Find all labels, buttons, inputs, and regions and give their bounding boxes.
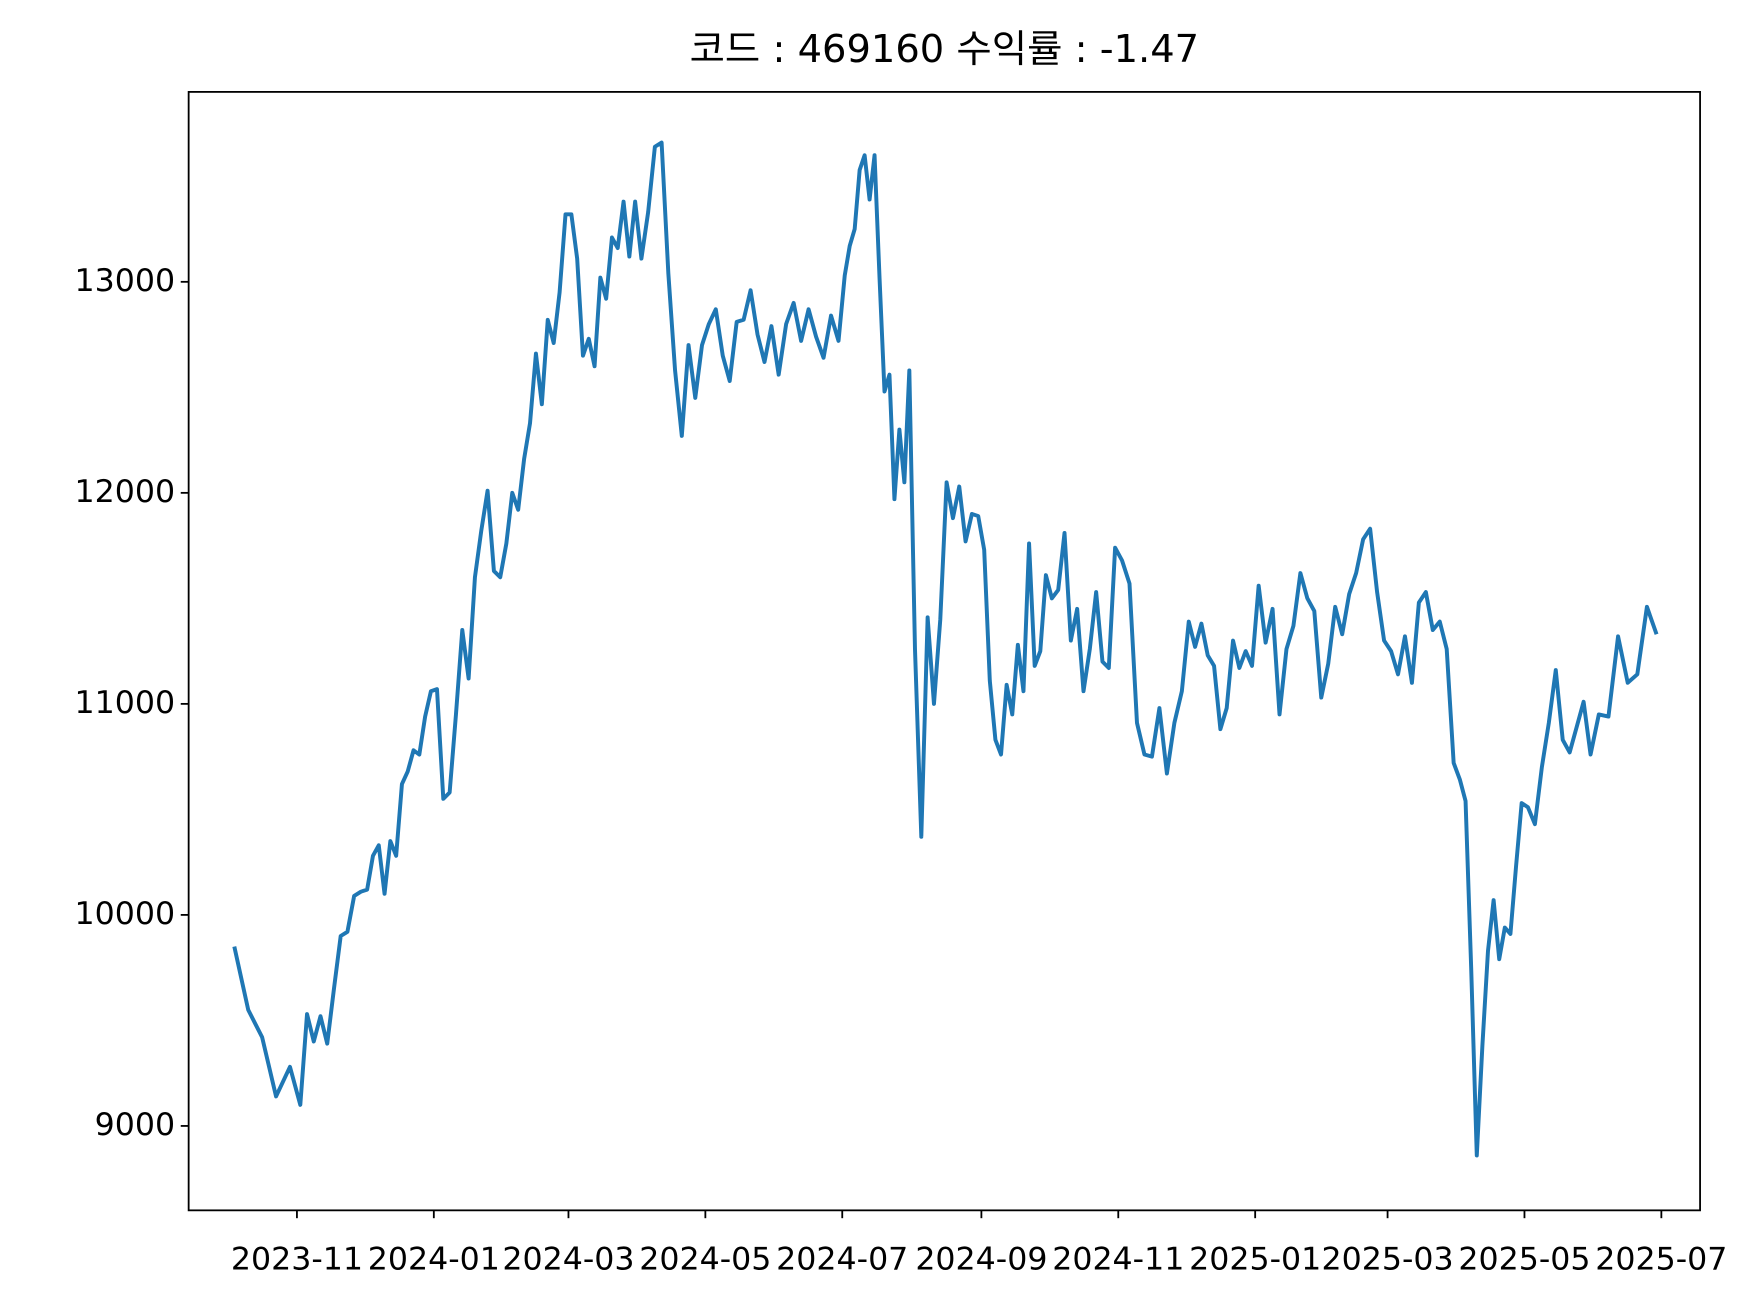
- y-tick-label: 12000: [74, 474, 175, 510]
- y-tick-label: 13000: [74, 263, 175, 299]
- chart-title: 코드 : 469160 수익률 : -1.47: [690, 27, 1200, 72]
- x-tick-label: 2025-03: [1322, 1242, 1454, 1278]
- x-tick-label: 2025-07: [1595, 1242, 1727, 1278]
- x-tick-label: 2024-01: [368, 1242, 500, 1278]
- y-tick-label: 11000: [74, 685, 175, 721]
- x-tick-label: 2024-05: [639, 1242, 771, 1278]
- x-tick-label: 2024-11: [1052, 1242, 1184, 1278]
- y-tick-label: 10000: [74, 896, 175, 932]
- x-tick-label: 2023-11: [231, 1242, 363, 1278]
- x-tick-label: 2025-05: [1458, 1242, 1590, 1278]
- y-tick-label: 9000: [95, 1107, 175, 1143]
- price-line: [232, 140, 1659, 1158]
- x-tick-label: 2024-03: [502, 1242, 634, 1278]
- plot-frame: [187, 91, 1701, 1212]
- x-tick-label: 2025-01: [1189, 1242, 1321, 1278]
- x-tick-label: 2024-07: [776, 1242, 908, 1278]
- x-tick-label: 2024-09: [915, 1242, 1047, 1278]
